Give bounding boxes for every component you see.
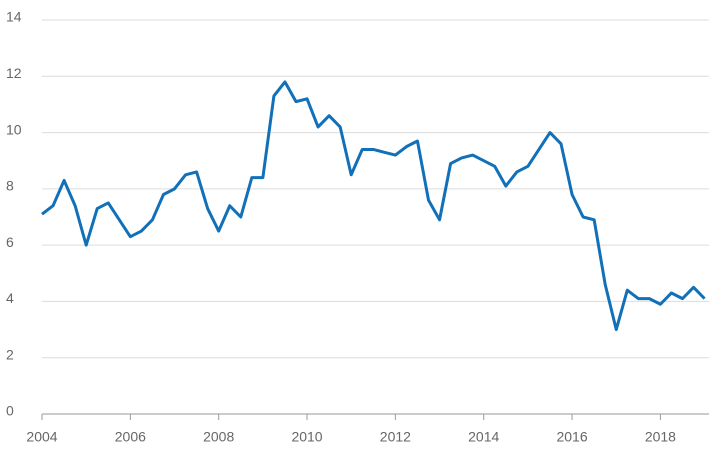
y-tick-label: 8 [6, 178, 14, 194]
y-tick-label: 10 [6, 121, 22, 137]
x-tick-label: 2014 [468, 429, 499, 445]
line [41, 80, 706, 332]
y-tick-label: 12 [6, 65, 22, 81]
x-tick-label: 2010 [291, 429, 322, 445]
y-tick-label: 4 [6, 290, 14, 306]
x-tick-label: 2006 [115, 429, 146, 445]
y-tick-label: 0 [6, 403, 14, 419]
x-tick-label: 2012 [380, 429, 411, 445]
y-tick-label: 14 [6, 9, 22, 25]
x-tick-label: 2008 [203, 429, 234, 445]
y-tick-label: 6 [6, 234, 14, 250]
x-tick-label: 2004 [26, 429, 57, 445]
x-tick-label: 2016 [556, 429, 587, 445]
x-tick-label: 2018 [645, 429, 676, 445]
y-tick-label: 2 [6, 346, 14, 362]
